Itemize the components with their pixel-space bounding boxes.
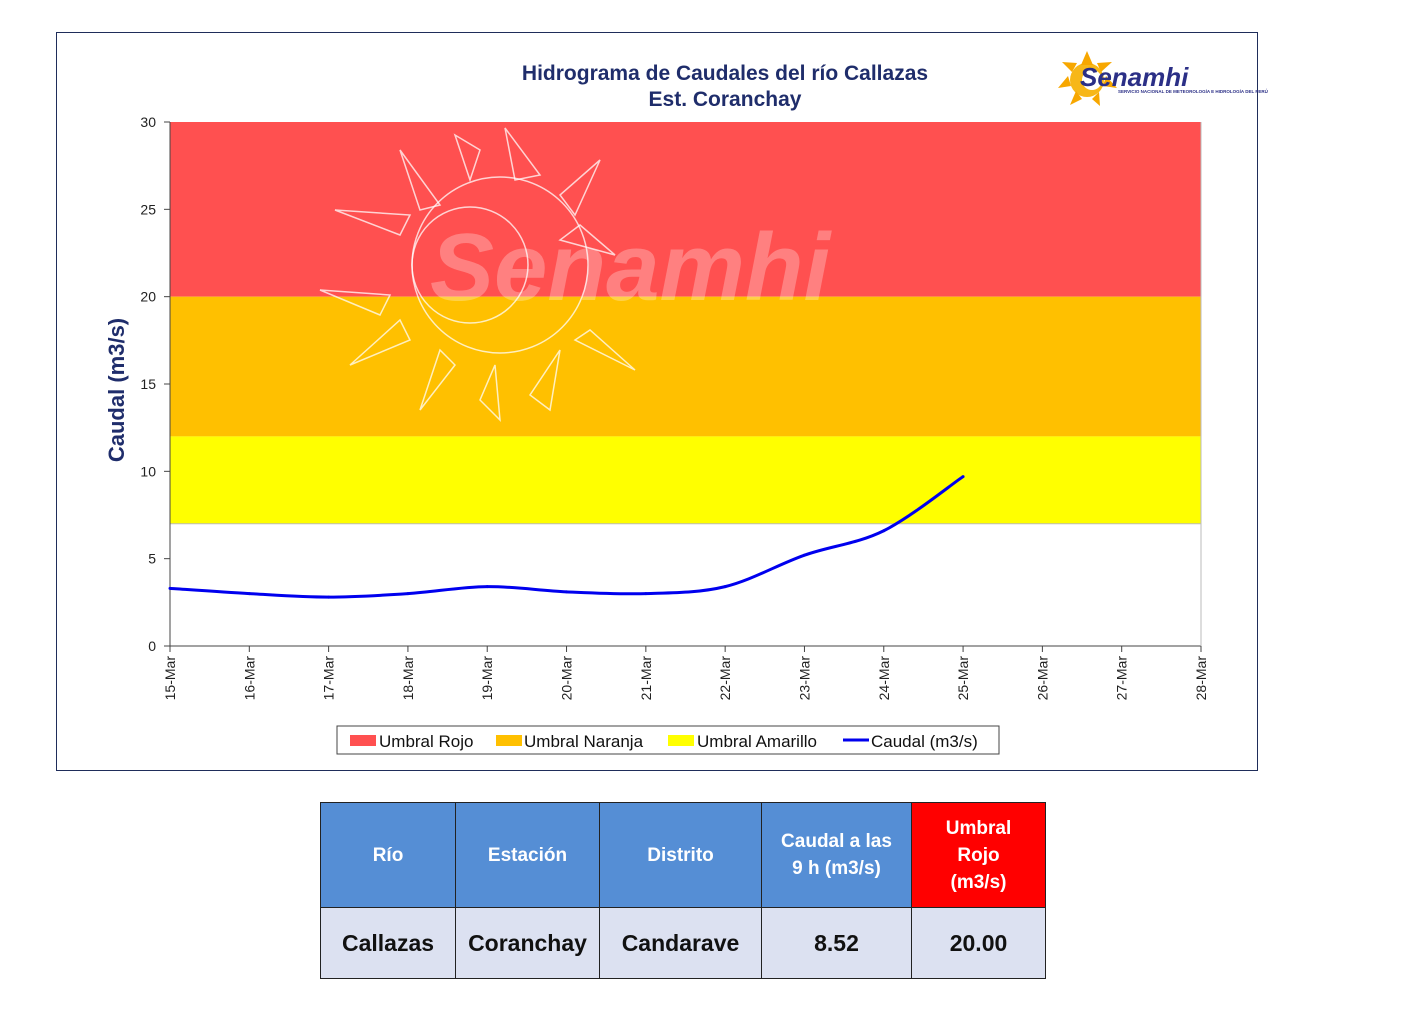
y-axis-ticks: 0 5 10 15 20 25 30 — [140, 114, 170, 654]
data-point-25-Mar — [961, 475, 965, 479]
y-tick-label: 30 — [140, 114, 156, 130]
x-tick-label: 28-Mar — [1193, 656, 1209, 701]
data-point-15-Mar — [168, 586, 172, 590]
cell-caudal: 8.52 — [761, 907, 912, 979]
cell-umbral-rojo: 20.00 — [911, 907, 1046, 979]
data-point-22-Mar — [723, 585, 727, 589]
header-caudal: Caudal a las 9 h (m3/s) — [761, 802, 912, 908]
x-tick-label: 19-Mar — [479, 656, 495, 701]
legend-label-naranja: Umbral Naranja — [524, 732, 644, 751]
y-tick-label: 15 — [140, 376, 156, 392]
y-tick-label: 10 — [140, 463, 156, 479]
legend-swatch-amarillo — [668, 735, 694, 746]
chart-title: Hidrograma de Caudales del río Callazas — [522, 62, 928, 85]
watermark-sun-icon — [319, 127, 636, 422]
header-estacion: Estación — [455, 802, 600, 908]
legend-swatch-naranja — [496, 735, 522, 746]
x-tick-label: 20-Mar — [559, 656, 575, 701]
cell-distrito: Candarave — [599, 907, 762, 979]
legend: Umbral Rojo Umbral Naranja Umbral Amaril… — [336, 725, 1000, 755]
legend-label-rojo: Umbral Rojo — [379, 732, 473, 751]
x-tick-label: 27-Mar — [1114, 656, 1130, 701]
header-umbral-rojo-text: Umbral Rojo (m3/s) — [945, 817, 1012, 893]
x-tick-label: 15-Mar — [162, 656, 178, 701]
logo-subtitle: SERVICIO NACIONAL DE METEOROLOGÍA E HIDR… — [1118, 87, 1268, 94]
data-point-20-Mar — [565, 590, 569, 594]
y-axis-label: Caudal (m3/s) — [104, 318, 129, 462]
x-tick-label: 24-Mar — [876, 656, 892, 701]
y-tick-label: 5 — [148, 551, 156, 567]
data-point-21-Mar — [644, 592, 648, 596]
threshold-band-1 — [170, 296, 1201, 437]
x-tick-label: 26-Mar — [1034, 656, 1050, 701]
threshold-band-2 — [170, 436, 1201, 524]
legend-label-amarillo: Umbral Amarillo — [697, 732, 817, 751]
header-caudal-text: Caudal a las 9 h (m3/s) — [781, 831, 892, 879]
x-tick-label: 25-Mar — [955, 656, 971, 701]
data-point-17-Mar — [327, 595, 331, 599]
threshold-bands — [170, 122, 1201, 525]
senamhi-logo: Senamhi SERVICIO NACIONAL DE METEOROLOGÍ… — [1058, 51, 1268, 106]
y-tick-label: 0 — [148, 638, 156, 654]
logo-sun-icon — [1058, 51, 1117, 106]
x-tick-label: 16-Mar — [241, 656, 257, 701]
y-tick-label: 20 — [140, 289, 156, 305]
table-header-row: Río Estación Distrito Caudal a las 9 h (… — [320, 802, 1046, 908]
x-tick-label: 21-Mar — [638, 656, 654, 701]
data-point-18-Mar — [406, 592, 410, 596]
x-tick-label: 22-Mar — [717, 656, 733, 701]
legend-label-caudal: Caudal (m3/s) — [871, 732, 978, 751]
chart-subtitle: Est. Coranchay — [649, 88, 802, 111]
x-tick-label: 17-Mar — [321, 656, 337, 701]
cell-estacion: Coranchay — [455, 907, 600, 979]
data-point-23-Mar — [802, 553, 806, 557]
data-point-16-Mar — [247, 592, 251, 596]
header-rio: Río — [320, 802, 456, 908]
x-tick-label: 23-Mar — [796, 656, 812, 701]
watermark-text: Senamhi — [430, 214, 832, 321]
x-axis-ticks: 15-Mar 16-Mar 17-Mar 18-Mar 19-Mar 20-Mar 21-M… — [162, 646, 1209, 700]
senamhi-watermark: Senamhi — [319, 127, 832, 422]
table-row: Callazas Coranchay Candarave 8.52 20.00 — [320, 907, 1046, 979]
data-point-19-Mar — [485, 585, 489, 589]
series-layer — [168, 475, 965, 599]
data-point-24-Mar — [882, 529, 886, 533]
cell-rio: Callazas — [320, 907, 456, 979]
y-tick-label: 25 — [140, 201, 156, 217]
logo-name: Senamhi — [1080, 62, 1189, 92]
legend-swatch-rojo — [350, 735, 376, 746]
summary-table: Río Estación Distrito Caudal a las 9 h (… — [320, 802, 1046, 979]
header-umbral-rojo: Umbral Rojo (m3/s) — [911, 802, 1046, 908]
series-line-caudal — [169, 475, 964, 599]
header-distrito: Distrito — [599, 802, 762, 908]
threshold-band-0 — [170, 122, 1201, 297]
x-tick-label: 18-Mar — [400, 656, 416, 701]
